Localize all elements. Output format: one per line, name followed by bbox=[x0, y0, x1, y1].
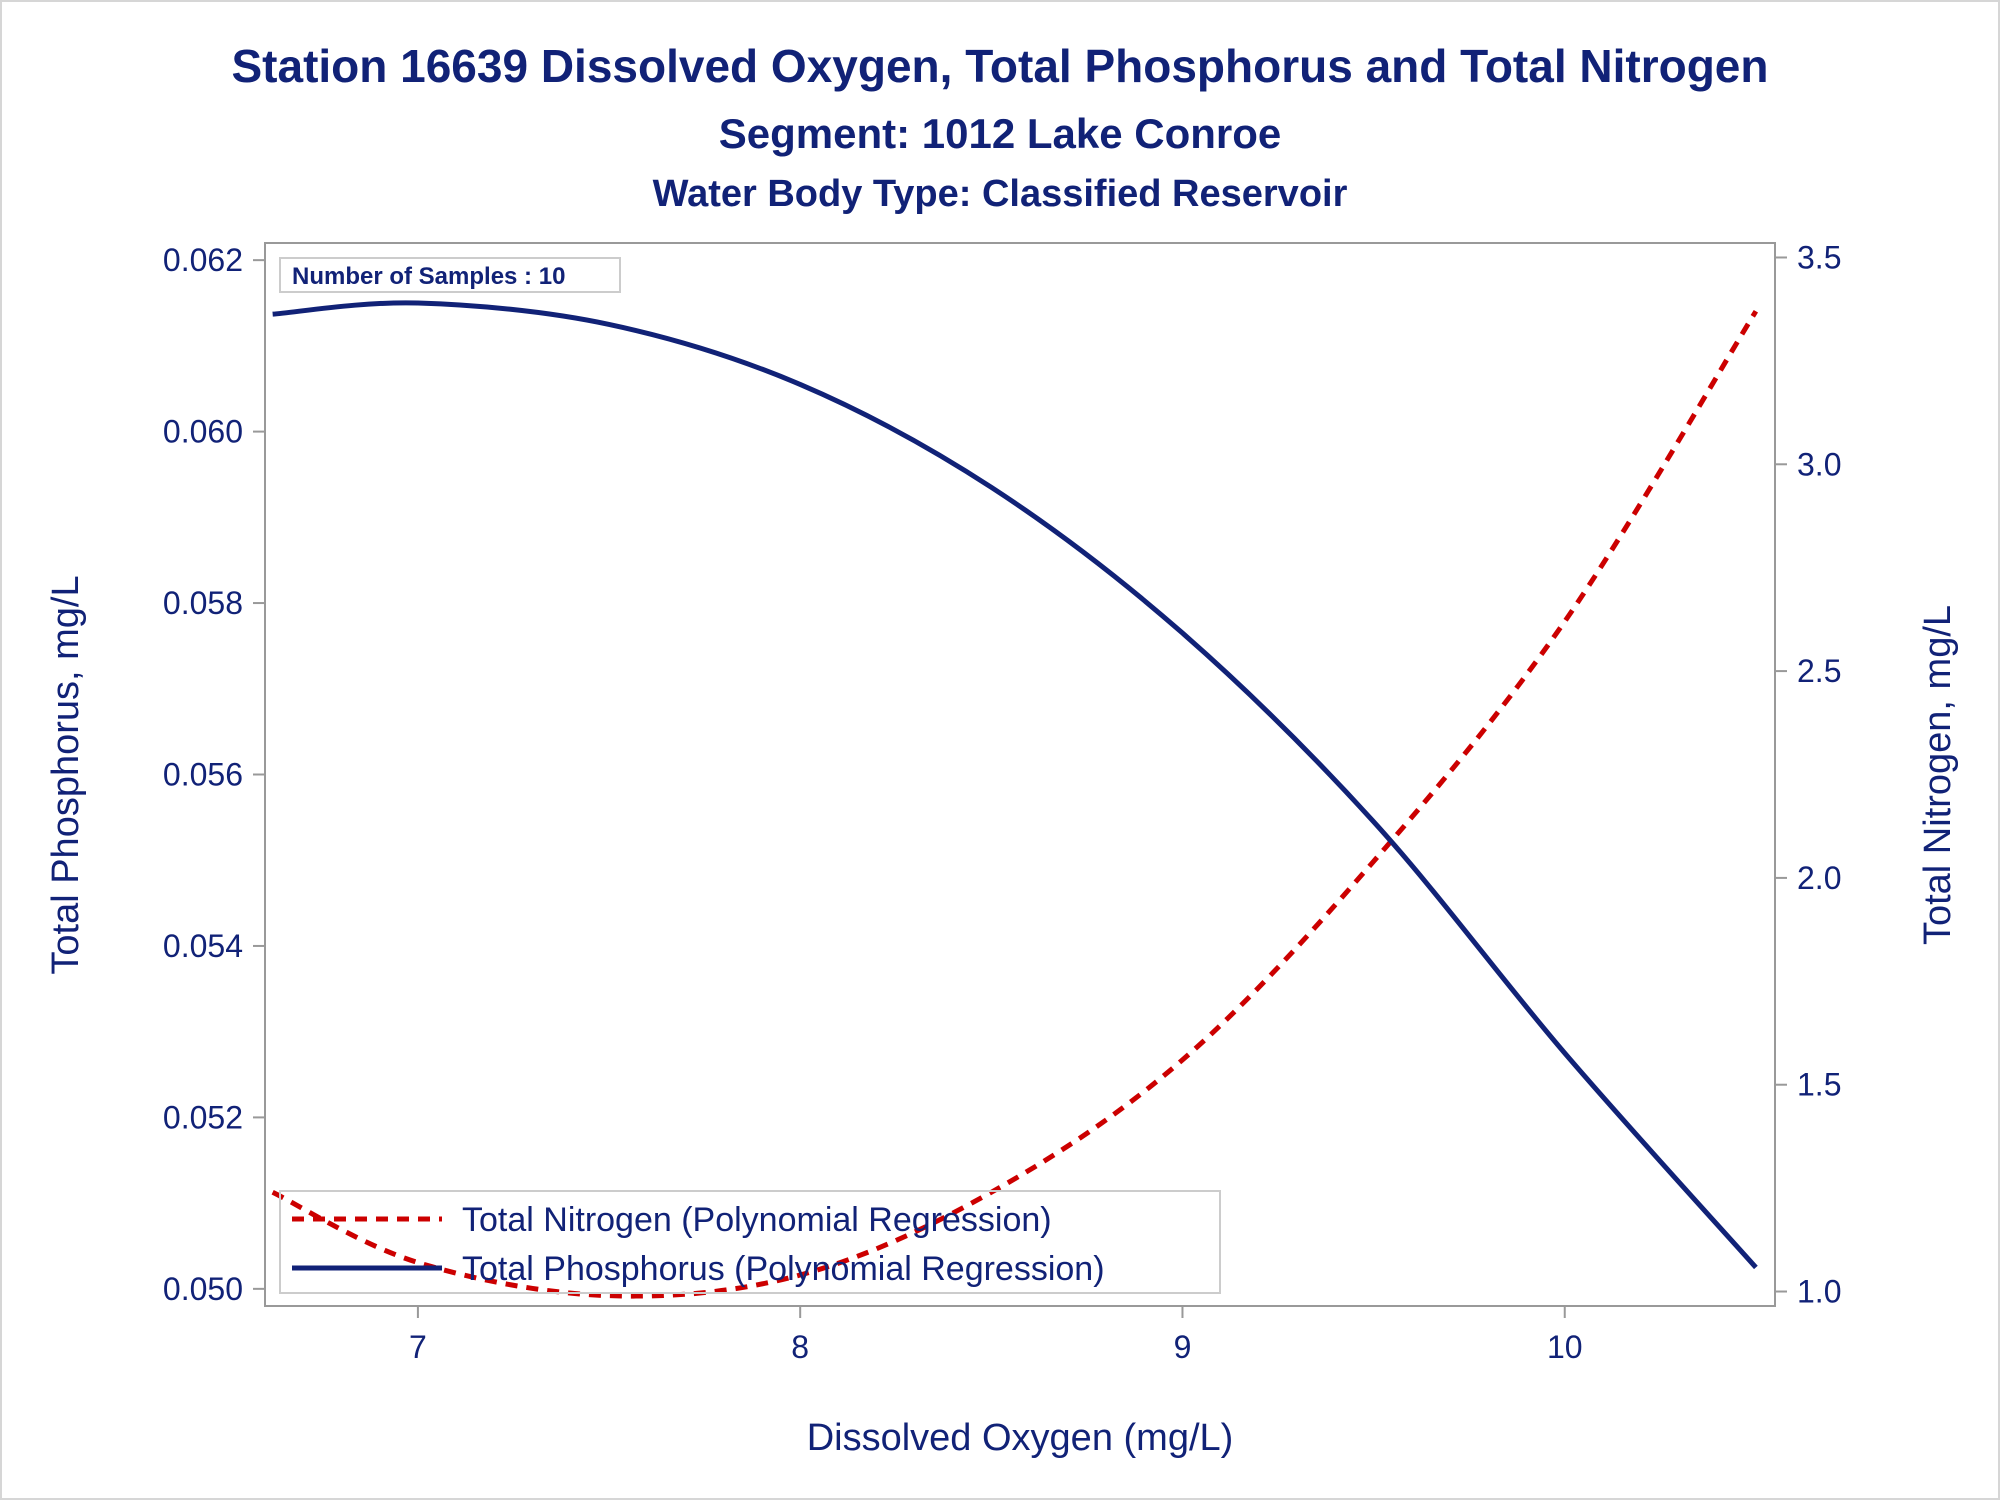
y-right-tick-label: 2.5 bbox=[1797, 653, 1841, 689]
chart-title: Station 16639 Dissolved Oxygen, Total Ph… bbox=[231, 40, 1768, 92]
y-left-tick-label: 0.052 bbox=[163, 1099, 243, 1135]
x-tick-label: 7 bbox=[409, 1329, 427, 1365]
legend: Total Nitrogen (Polynomial Regression) T… bbox=[279, 1190, 1221, 1294]
y-right-tick-label: 2.0 bbox=[1797, 860, 1841, 896]
y-right-axis-label: Total Nitrogen, mg/L bbox=[1917, 605, 1959, 945]
nitrogen-series-line bbox=[271, 309, 1759, 1299]
x-tick-label: 8 bbox=[791, 1329, 809, 1365]
y-right-tick-label: 3.5 bbox=[1797, 239, 1841, 275]
y-left-tick-label: 0.058 bbox=[163, 585, 243, 621]
chart-subtitle: Segment: 1012 Lake Conroe bbox=[719, 110, 1282, 157]
x-tick-label: 10 bbox=[1547, 1329, 1583, 1365]
y-left-tick-label: 0.056 bbox=[163, 757, 243, 793]
y-left-axis-label: Total Phosphorus, mg/L bbox=[45, 575, 87, 974]
y-right-axis-ticks: 1.0 1.5 2.0 2.5 3.0 3.5 bbox=[1775, 239, 1841, 1310]
y-right-tick-label: 1.5 bbox=[1797, 1067, 1841, 1103]
series-layer bbox=[271, 300, 1759, 1299]
legend-label-nitrogen: Total Nitrogen (Polynomial Regression) bbox=[462, 1201, 1052, 1239]
y-right-tick-label: 1.0 bbox=[1797, 1274, 1841, 1310]
y-left-tick-label: 0.062 bbox=[163, 242, 243, 278]
x-axis-label: Dissolved Oxygen (mg/L) bbox=[807, 1417, 1234, 1459]
sample-count-label: Number of Samples : 10 bbox=[292, 263, 565, 290]
plot-area bbox=[264, 242, 1776, 1307]
chart-subtitle-2: Water Body Type: Classified Reservoir bbox=[653, 173, 1348, 215]
legend-label-phosphorus: Total Phosphorus (Polynomial Regression) bbox=[462, 1250, 1105, 1288]
y-right-tick-label: 3.0 bbox=[1797, 446, 1841, 482]
x-tick-label: 9 bbox=[1174, 1329, 1192, 1365]
phosphorus-series-line bbox=[272, 300, 1758, 1270]
y-left-tick-label: 0.060 bbox=[163, 414, 243, 450]
y-left-tick-label: 0.054 bbox=[163, 928, 243, 964]
legend-frame bbox=[279, 1190, 1221, 1294]
y-left-axis-ticks: 0.050 0.052 0.054 0.056 0.058 0.060 0.062 bbox=[163, 242, 265, 1307]
y-left-tick-label: 0.050 bbox=[163, 1271, 243, 1307]
x-axis-ticks: 7 8 9 10 bbox=[409, 1306, 1583, 1365]
sample-count-frame bbox=[279, 257, 621, 293]
sample-count-box: Number of Samples : 10 bbox=[279, 257, 621, 293]
